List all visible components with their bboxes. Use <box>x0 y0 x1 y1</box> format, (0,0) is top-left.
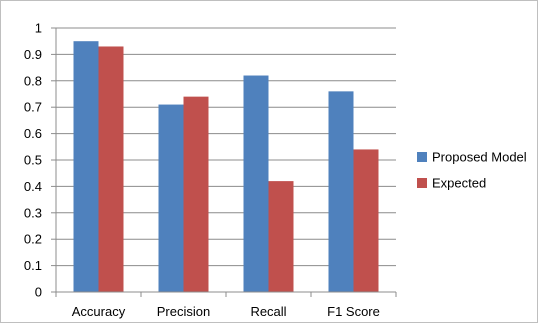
legend: Proposed Model Expected <box>417 150 527 191</box>
x-axis-category-labels: Accuracy Precision Recall F1 Score <box>72 304 380 319</box>
legend-swatch <box>417 178 427 188</box>
y-tick-label: 0.1 <box>24 258 42 273</box>
bar-expected-accuracy <box>98 46 124 293</box>
bar-proposed-model-precision <box>158 104 184 292</box>
y-tick-label: 0.7 <box>24 100 42 115</box>
x-category-label: F1 Score <box>327 304 380 319</box>
y-tick-label: 1 <box>35 21 42 36</box>
x-category-label: Precision <box>157 304 210 319</box>
y-tick-label: 0.2 <box>24 232 42 247</box>
y-tick-label: 0.4 <box>24 179 42 194</box>
bar-proposed-model-accuracy <box>73 41 99 293</box>
bars <box>73 41 379 293</box>
y-tick-label: 0 <box>35 285 42 300</box>
bar-expected-precision <box>183 96 209 292</box>
y-axis-tick-labels: 0 0.1 0.2 0.3 0.4 0.5 0.6 0.7 0.8 0.9 1 <box>24 21 42 300</box>
y-tick-label: 0.3 <box>24 205 42 220</box>
bar-proposed-model-recall <box>243 75 269 293</box>
bar-expected-f1-score <box>353 149 379 292</box>
x-axis <box>51 27 397 297</box>
bar-expected-recall <box>268 181 294 292</box>
y-tick-label: 0.6 <box>24 126 42 141</box>
y-tick-label: 0.5 <box>24 153 42 168</box>
x-category-label: Recall <box>250 304 286 319</box>
y-tick-label: 0.8 <box>24 73 42 88</box>
legend-swatch <box>417 152 427 162</box>
x-category-label: Accuracy <box>72 304 126 319</box>
legend-label: Expected <box>432 176 486 191</box>
legend-label: Proposed Model <box>432 150 527 165</box>
y-tick-label: 0.9 <box>24 47 42 62</box>
bar-proposed-model-f1-score <box>328 91 354 292</box>
